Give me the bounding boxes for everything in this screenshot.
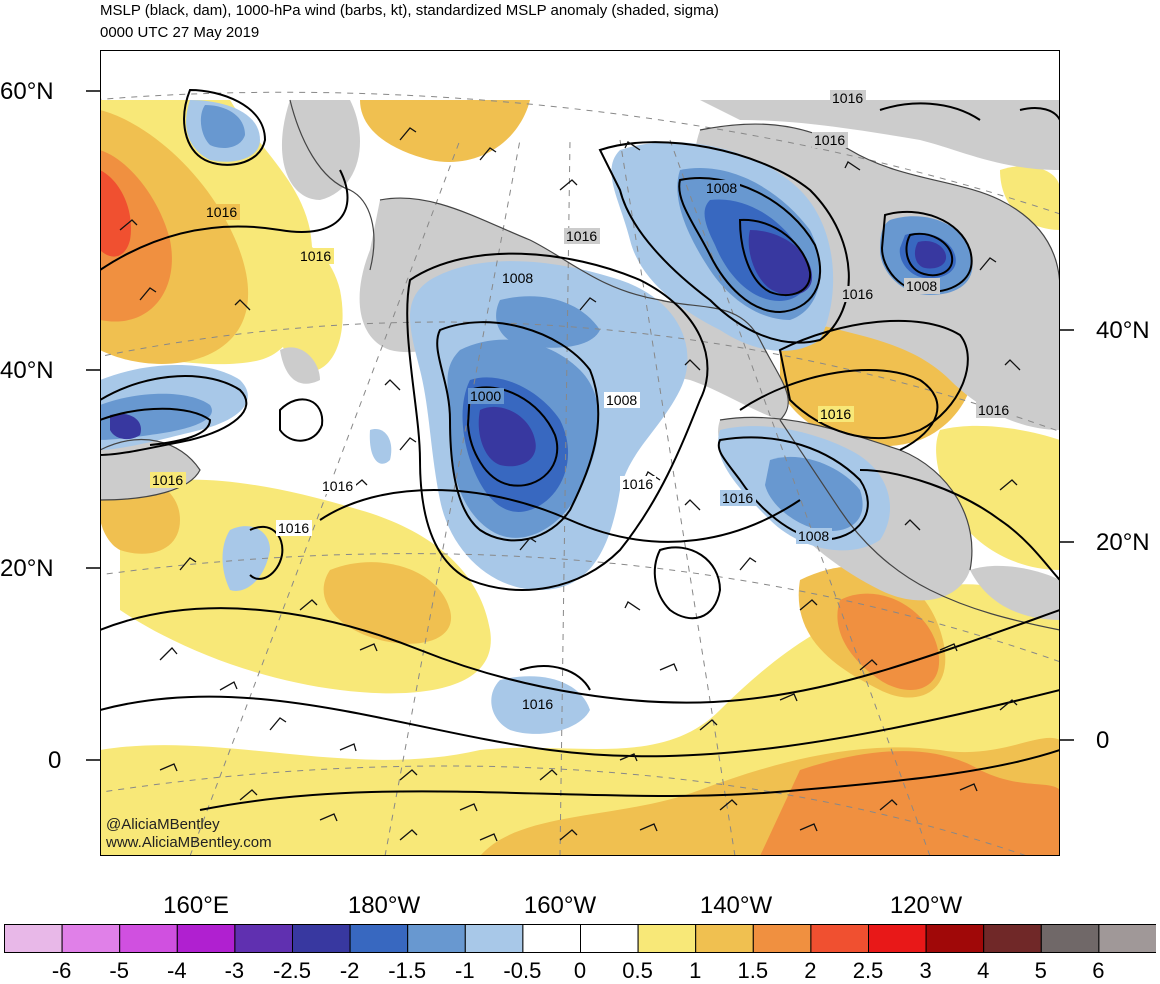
edge-ticks (86, 90, 1074, 761)
isobar-label: 1016 (152, 472, 183, 488)
isobar-label: 1016 (820, 406, 851, 422)
lat-label-right: 20°N (1096, 529, 1150, 556)
isobar-label: 1016 (322, 478, 353, 494)
colorbar-cell (868, 924, 927, 953)
isobar-label: 1016 (722, 490, 753, 506)
colorbar-label: 5 (1034, 958, 1047, 983)
colorbar-cell (580, 924, 639, 953)
credit-handle: @AliciaMBentley (106, 816, 220, 833)
lon-label: 140°W (699, 892, 773, 919)
isobar-label: 1016 (522, 696, 553, 712)
isobar-label: 1008 (906, 278, 937, 294)
colorbar-cell (522, 924, 582, 953)
isobar-label: 1016 (814, 132, 845, 148)
lat-label-left: 40°N (0, 357, 54, 384)
isobar-label: 1008 (606, 392, 637, 408)
credit-site: www.AliciaMBentley.com (106, 834, 272, 851)
colorbar-label: -3 (224, 958, 245, 983)
isobar-label: 1016 (622, 476, 653, 492)
lon-label: 160°E (163, 892, 229, 919)
lat-label-right: 0 (1096, 727, 1110, 754)
colorbar-cell (234, 924, 293, 953)
isobar-labels: 1016 1016 1008 1016 1000 1008 1016 1016 … (150, 90, 1012, 712)
colorbar-label: -5 (109, 958, 129, 983)
colorbar-cell (61, 924, 121, 953)
colorbar-label: 2 (804, 958, 817, 983)
colorbar-label: 0 (573, 958, 587, 983)
colorbar-cell (1098, 924, 1156, 953)
isobar-label: 1016 (278, 520, 309, 536)
colorbar-label: 3 (919, 958, 932, 983)
colorbar-label: 4 (977, 958, 990, 983)
colorbar-label: -2 (339, 958, 360, 983)
colorbar-cell (464, 924, 524, 953)
negative-anomaly-shading (100, 100, 973, 734)
colorbar-label: -1.5 (388, 958, 427, 983)
colorbar-label: 0.5 (622, 958, 653, 983)
colorbar-label: -1 (455, 958, 475, 983)
lon-label: 120°W (889, 892, 963, 919)
colorbar-cell (695, 924, 754, 953)
wind-barbs (119, 127, 1021, 842)
colorbar-cell (349, 924, 409, 953)
colorbar-cell (1040, 924, 1100, 953)
isobar-label: 1008 (706, 180, 737, 196)
map-title: MSLP (black, dam), 1000-hPa wind (barbs,… (100, 2, 719, 19)
colorbar-cell (176, 924, 236, 953)
colorbar-label: 6 (1092, 958, 1105, 983)
colorbar-cell (407, 924, 466, 953)
lat-label-left: 0 (48, 747, 62, 774)
colorbar-cell (4, 924, 63, 953)
colorbar-cell (925, 924, 985, 953)
colorbar-cell (983, 924, 1042, 953)
valid-time: 0000 UTC 27 May 2019 (100, 24, 260, 41)
graticule (100, 91, 1060, 856)
colorbar (4, 924, 1156, 953)
isobar-label: 1008 (502, 270, 533, 286)
colorbar-label: 1.5 (737, 958, 769, 983)
colorbar-label: -4 (167, 958, 187, 983)
isobar-label: 1016 (978, 402, 1009, 418)
colorbar-label: -6 (51, 958, 72, 983)
colorbar-label: 1 (689, 958, 702, 983)
isobar-label: 1016 (832, 90, 863, 106)
lat-label-left: 60°N (0, 78, 54, 105)
isobar-label: 1008 (798, 528, 829, 544)
lat-label-right: 40°N (1096, 317, 1150, 344)
coastlines (100, 99, 1060, 631)
colorbar-label: -0.5 (503, 958, 542, 983)
colorbar-cell (810, 924, 870, 953)
colorbar-label: -2.5 (273, 958, 311, 983)
colorbar-cell (637, 924, 697, 953)
colorbar-cell (119, 924, 178, 953)
positive-anomaly-shading (100, 100, 1060, 856)
isobar-label: 1016 (206, 204, 237, 220)
map-plot: 1016 1016 1008 1016 1000 1008 1016 1016 … (100, 50, 1060, 856)
isobar-label: 1016 (566, 228, 597, 244)
isobar-label: 1016 (300, 248, 331, 264)
lon-label: 160°W (523, 892, 597, 919)
isobar-label: 1016 (842, 286, 873, 302)
isobar-label: 1000 (470, 388, 501, 404)
isobars (100, 88, 1060, 811)
lat-label-left: 20°N (0, 555, 54, 582)
colorbar-cell (752, 924, 812, 953)
lon-label: 180°W (347, 892, 421, 919)
colorbar-cell (292, 924, 351, 953)
map-canvas: 1016 1016 1008 1016 1000 1008 1016 1016 … (100, 50, 1060, 856)
colorbar-label: 2.5 (852, 958, 884, 983)
